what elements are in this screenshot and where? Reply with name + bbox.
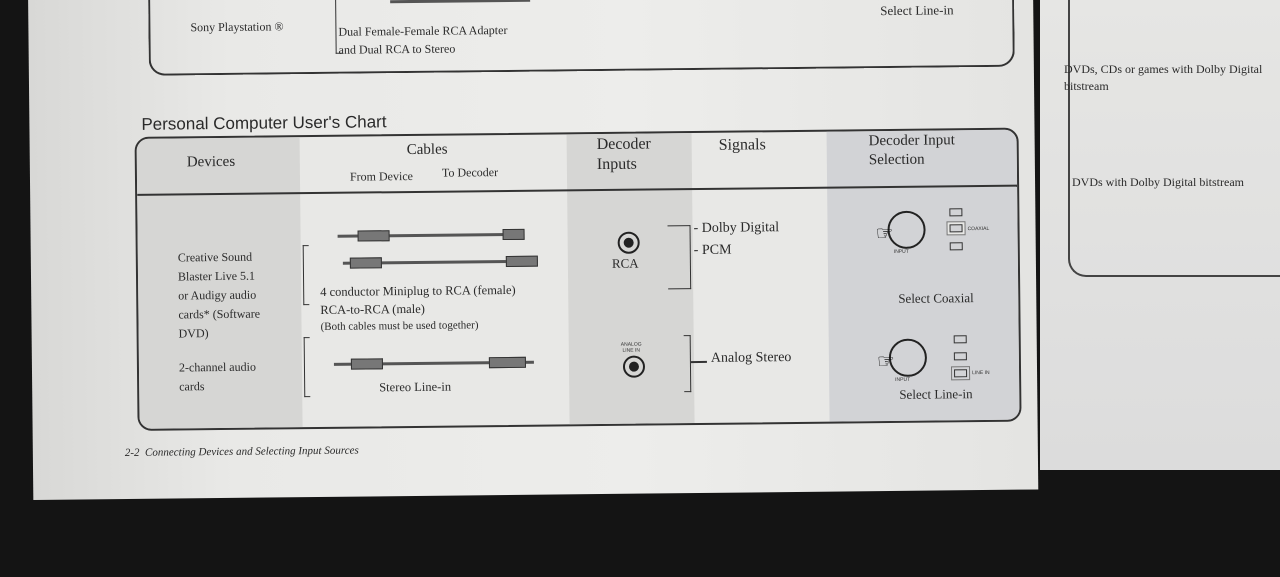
- chart-title: Personal Computer User's Chart: [141, 112, 387, 134]
- device-line: or Audigy audio: [178, 287, 257, 303]
- input-label: INPUT: [893, 248, 909, 255]
- cable-desc-1: Dual Female-Female RCA Adapter: [338, 22, 508, 39]
- led-icon: [949, 242, 963, 251]
- analog-jack-label: ANALOG LINE IN: [621, 342, 642, 354]
- device-line: 2-channel audio: [178, 359, 256, 375]
- signal-analog: Analog Stereo: [710, 350, 792, 366]
- header-selection-2: Selection: [868, 151, 925, 169]
- cable-note: (Both cables must be used together): [320, 319, 479, 333]
- cable-miniplug-label: 4 conductor Miniplug to RCA (female): [320, 282, 516, 299]
- device-line: Blaster Live 5.1: [177, 268, 256, 284]
- device-sony: Sony Playstation ®: [190, 19, 284, 35]
- manual-page: Sony Playstation ® Dual Female-Female RC…: [28, 0, 1039, 500]
- cable-rca-label: RCA-to-RCA (male): [320, 301, 425, 317]
- header-from-device: From Device: [349, 168, 414, 184]
- header-signals: Signals: [718, 136, 766, 154]
- input-rca: RCA: [611, 255, 639, 271]
- signal-dolby: - Dolby Digital: [693, 220, 780, 237]
- right-row-1b: bitstream: [1064, 79, 1109, 93]
- header-to-decoder: To Decoder: [441, 165, 499, 180]
- led-lit-icon: [954, 369, 968, 378]
- page-footer: 2-2 Connecting Devices and Selecting Inp…: [125, 445, 359, 459]
- device-line: DVD): [178, 326, 209, 341]
- cable-desc-2: and Dual RCA to Stereo: [338, 41, 456, 57]
- led-label-line-in: LINE IN: [972, 369, 990, 377]
- led-icon: [949, 208, 963, 217]
- section-title: Connecting Devices and Selecting Input S…: [144, 444, 359, 459]
- pc-users-chart: Devices Cables From Device To Decoder De…: [134, 127, 1022, 431]
- device-creative: Creative Sound Blaster Live 5.1 or Audig…: [178, 248, 261, 344]
- select-line-in-top: Select Line-in: [880, 2, 954, 19]
- header-decoder-inputs-2: Inputs: [596, 155, 637, 174]
- right-row-1: DVDs, CDs or games with Dolby Digital: [1064, 62, 1263, 76]
- led-label-coaxial: COAXIAL: [967, 225, 990, 233]
- hand-icon: ☞: [875, 222, 894, 246]
- led-icon: [953, 352, 967, 361]
- device-line: cards* (Software: [178, 306, 261, 322]
- led-icon: [953, 335, 967, 344]
- input-label: INPUT: [895, 376, 911, 383]
- page-number: 2-2: [124, 446, 140, 460]
- analog-jack-icon: [622, 355, 646, 378]
- right-page: DVDs, CDs or games with Dolby Digital bi…: [1040, 0, 1280, 470]
- select-coaxial: Select Coaxial: [898, 290, 974, 306]
- cable-stereo-label: Stereo Line-in: [379, 379, 452, 395]
- header-decoder-inputs-1: Decoder: [596, 135, 651, 154]
- signal-pcm: - PCM: [693, 242, 732, 259]
- device-2ch: 2-channel audio cards: [179, 358, 256, 397]
- right-table: [1068, 0, 1280, 277]
- select-line-in: Select Line-in: [899, 386, 973, 402]
- rca-jack-icon: [617, 231, 640, 254]
- jack-label: LINE IN: [622, 347, 641, 354]
- header-selection-1: Decoder Input: [868, 132, 955, 150]
- header-cables: Cables: [406, 141, 448, 159]
- console-table: Sony Playstation ® Dual Female-Female RC…: [147, 0, 1015, 76]
- device-line: cards: [179, 379, 205, 394]
- hand-icon: ☞: [876, 350, 895, 374]
- header-devices: Devices: [186, 153, 236, 171]
- right-row-2: DVDs with Dolby Digital bitstream: [1072, 175, 1244, 189]
- device-line: Creative Sound: [177, 249, 253, 265]
- led-lit-icon: [949, 224, 963, 233]
